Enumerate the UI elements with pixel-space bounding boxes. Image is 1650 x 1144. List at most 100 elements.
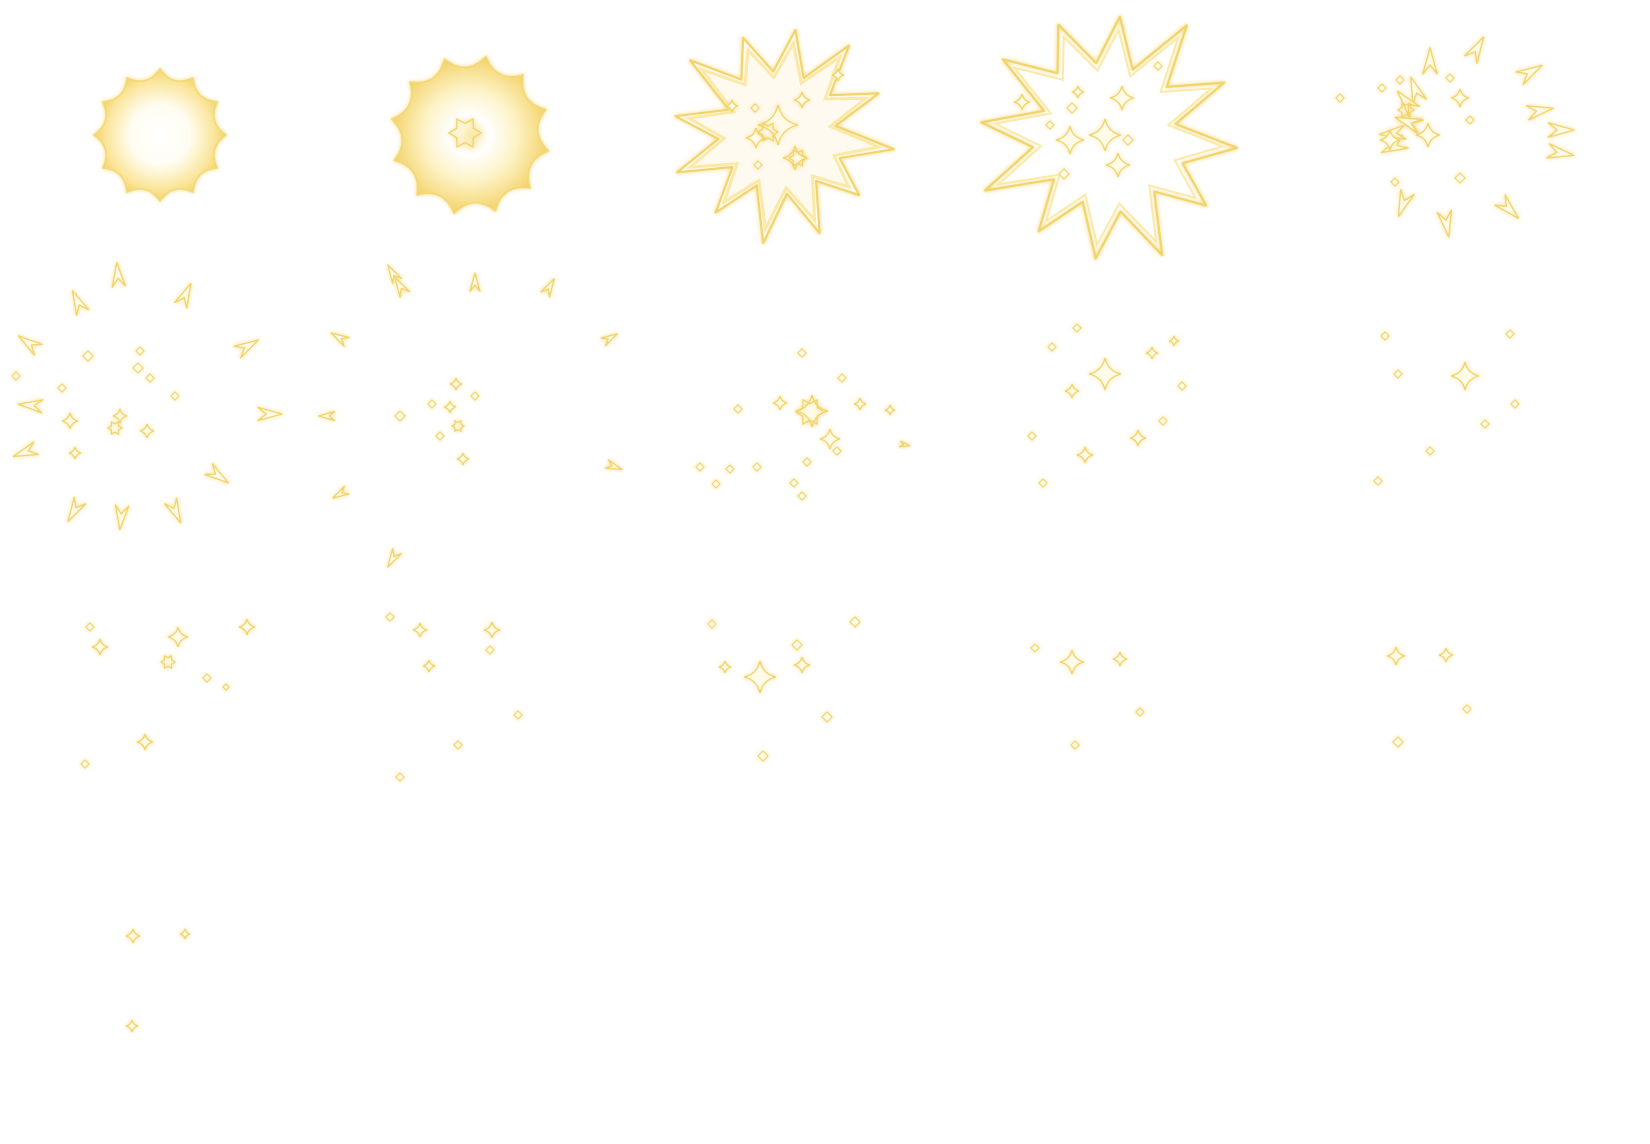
sparkle <box>1076 446 1094 464</box>
sprite-frame-7 <box>317 264 660 572</box>
sparkle-dot <box>725 464 735 474</box>
sparkle <box>456 452 470 466</box>
frame-shards-scatter <box>11 261 283 531</box>
sparkle-dot <box>513 710 523 720</box>
sparkle <box>725 99 739 113</box>
sparkle <box>167 626 189 648</box>
sparkle-dot <box>1480 419 1490 429</box>
shockwave-inner <box>992 27 1226 248</box>
sparkle-dot <box>1135 707 1145 717</box>
frame-sparkles-fade <box>707 616 861 762</box>
sparkle <box>831 68 845 82</box>
sparkle-dot <box>695 462 705 472</box>
sparkle-ring <box>447 118 483 148</box>
sprite-frame-8 <box>660 286 990 572</box>
sparkle <box>1129 429 1147 447</box>
sparkle <box>412 622 428 638</box>
sparkle-dot <box>1377 83 1387 93</box>
sparkle-dot <box>485 645 495 655</box>
shard <box>12 441 39 458</box>
sparkle-dot <box>789 478 799 488</box>
shard <box>1394 116 1423 134</box>
sparkle-dot <box>1393 369 1403 379</box>
frame-canvas-10 <box>1373 329 1520 486</box>
sparkle-dot <box>711 479 721 489</box>
sparkle-dot <box>1158 416 1168 426</box>
sprite-frame-2 <box>330 0 660 286</box>
sparkle <box>1071 85 1085 99</box>
frame-shockwave-outline <box>980 15 1239 260</box>
shard <box>332 485 350 499</box>
sparkle-dot <box>82 350 94 362</box>
sparkle-dot <box>752 462 762 472</box>
sparkle-dot <box>832 446 842 456</box>
sparkle <box>1386 646 1406 666</box>
sparkle-dot <box>733 404 743 414</box>
sparkle <box>743 660 777 694</box>
frame-canvas-11 <box>80 618 256 769</box>
sparkle <box>136 733 154 751</box>
frame-canvas-12 <box>385 612 523 782</box>
sparkle <box>884 404 896 416</box>
shard <box>204 463 229 484</box>
shard <box>1410 76 1428 105</box>
sparkle <box>179 928 191 940</box>
sparkle-dot <box>707 619 717 629</box>
sparkle <box>819 428 841 450</box>
frame-shards-fade <box>317 264 623 568</box>
sparkle <box>125 928 141 944</box>
sparkle <box>1088 118 1122 152</box>
frame-core-flash <box>92 67 228 203</box>
sparkle-dot <box>170 391 180 401</box>
sparkle-dot <box>1045 120 1055 130</box>
sparkle-dot <box>394 410 406 422</box>
sparkle-dot <box>1177 381 1187 391</box>
shard <box>330 332 350 347</box>
sparkle-dot <box>757 750 769 762</box>
shard <box>1515 64 1543 86</box>
frame-canvas-15 <box>1386 646 1472 748</box>
sparkle-dot <box>1047 342 1057 352</box>
frame-sparkles <box>80 618 256 769</box>
sparkle-dot <box>385 612 395 622</box>
shard <box>174 282 192 309</box>
shockwave-inner <box>684 39 885 234</box>
sparkle-dot <box>849 616 861 628</box>
shard <box>257 406 283 422</box>
shard <box>317 410 336 422</box>
sparkle-ring <box>450 419 466 433</box>
sparkle-dot <box>85 622 95 632</box>
frame-canvas-3 <box>674 29 895 245</box>
sparkle <box>125 1019 139 1033</box>
frame-canvas-13 <box>707 616 861 762</box>
frame-canvas-4 <box>980 15 1239 260</box>
sparkle <box>61 412 79 430</box>
shard <box>604 459 623 471</box>
shard <box>394 276 411 298</box>
shard <box>1463 36 1485 64</box>
sparkle <box>793 91 811 109</box>
sparkle-dot <box>470 391 480 401</box>
frame-sparkles-end <box>125 928 191 1033</box>
sparkle <box>139 423 155 439</box>
shard <box>1422 47 1438 75</box>
frame-sparkles-fade <box>385 612 523 782</box>
frame-canvas-6 <box>11 261 283 531</box>
frame-core-expand <box>390 55 550 215</box>
sprite-frame-4 <box>980 0 1320 286</box>
sparkle-ring <box>787 149 809 167</box>
sparkle-dot <box>57 383 67 393</box>
sprite-frame-13 <box>660 572 990 858</box>
shard <box>67 496 87 523</box>
shard <box>1547 122 1575 138</box>
shard <box>17 335 43 356</box>
frame-sparkles <box>1027 323 1187 488</box>
sparkle-dot <box>797 491 807 501</box>
sparkle-dot <box>132 362 144 374</box>
sparkle-dot <box>135 346 145 356</box>
frame-canvas-2 <box>390 55 550 215</box>
sparkle-dot <box>1425 446 1435 456</box>
sprite-frame-12 <box>330 572 660 858</box>
frame-sparkles <box>695 348 911 501</box>
